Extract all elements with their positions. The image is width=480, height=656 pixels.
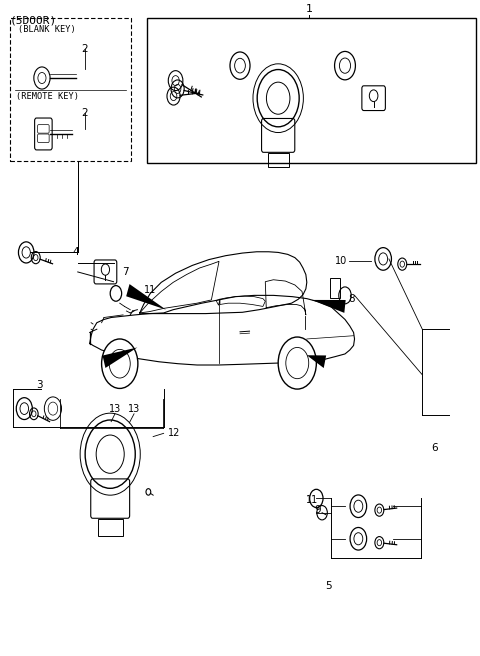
Text: 1: 1 xyxy=(306,3,312,14)
Text: 13: 13 xyxy=(128,403,140,414)
Text: 5: 5 xyxy=(325,581,332,591)
Circle shape xyxy=(102,339,138,388)
Text: (REMOTE KEY): (REMOTE KEY) xyxy=(16,92,79,101)
Text: 4: 4 xyxy=(72,247,79,257)
Text: 7: 7 xyxy=(122,267,129,277)
Circle shape xyxy=(278,337,316,389)
Bar xyxy=(330,278,340,298)
Text: 9: 9 xyxy=(314,505,321,515)
Polygon shape xyxy=(307,356,326,368)
Polygon shape xyxy=(126,284,166,310)
Text: 13: 13 xyxy=(109,403,121,414)
Bar xyxy=(97,519,123,536)
Bar xyxy=(147,18,476,163)
Polygon shape xyxy=(312,300,346,313)
Text: 11: 11 xyxy=(306,495,318,504)
Text: 10: 10 xyxy=(336,256,348,266)
Text: (BLANK KEY): (BLANK KEY) xyxy=(18,25,76,33)
Text: 3: 3 xyxy=(36,380,42,390)
Bar xyxy=(10,18,131,161)
Polygon shape xyxy=(103,348,137,368)
Text: 6: 6 xyxy=(432,443,438,453)
Text: (5DOOR): (5DOOR) xyxy=(10,16,57,26)
Text: 8: 8 xyxy=(348,295,354,304)
Bar xyxy=(268,153,288,167)
Text: 12: 12 xyxy=(168,428,180,438)
Text: 2: 2 xyxy=(82,108,88,118)
Text: 11: 11 xyxy=(144,285,156,295)
Text: 2: 2 xyxy=(82,44,88,54)
